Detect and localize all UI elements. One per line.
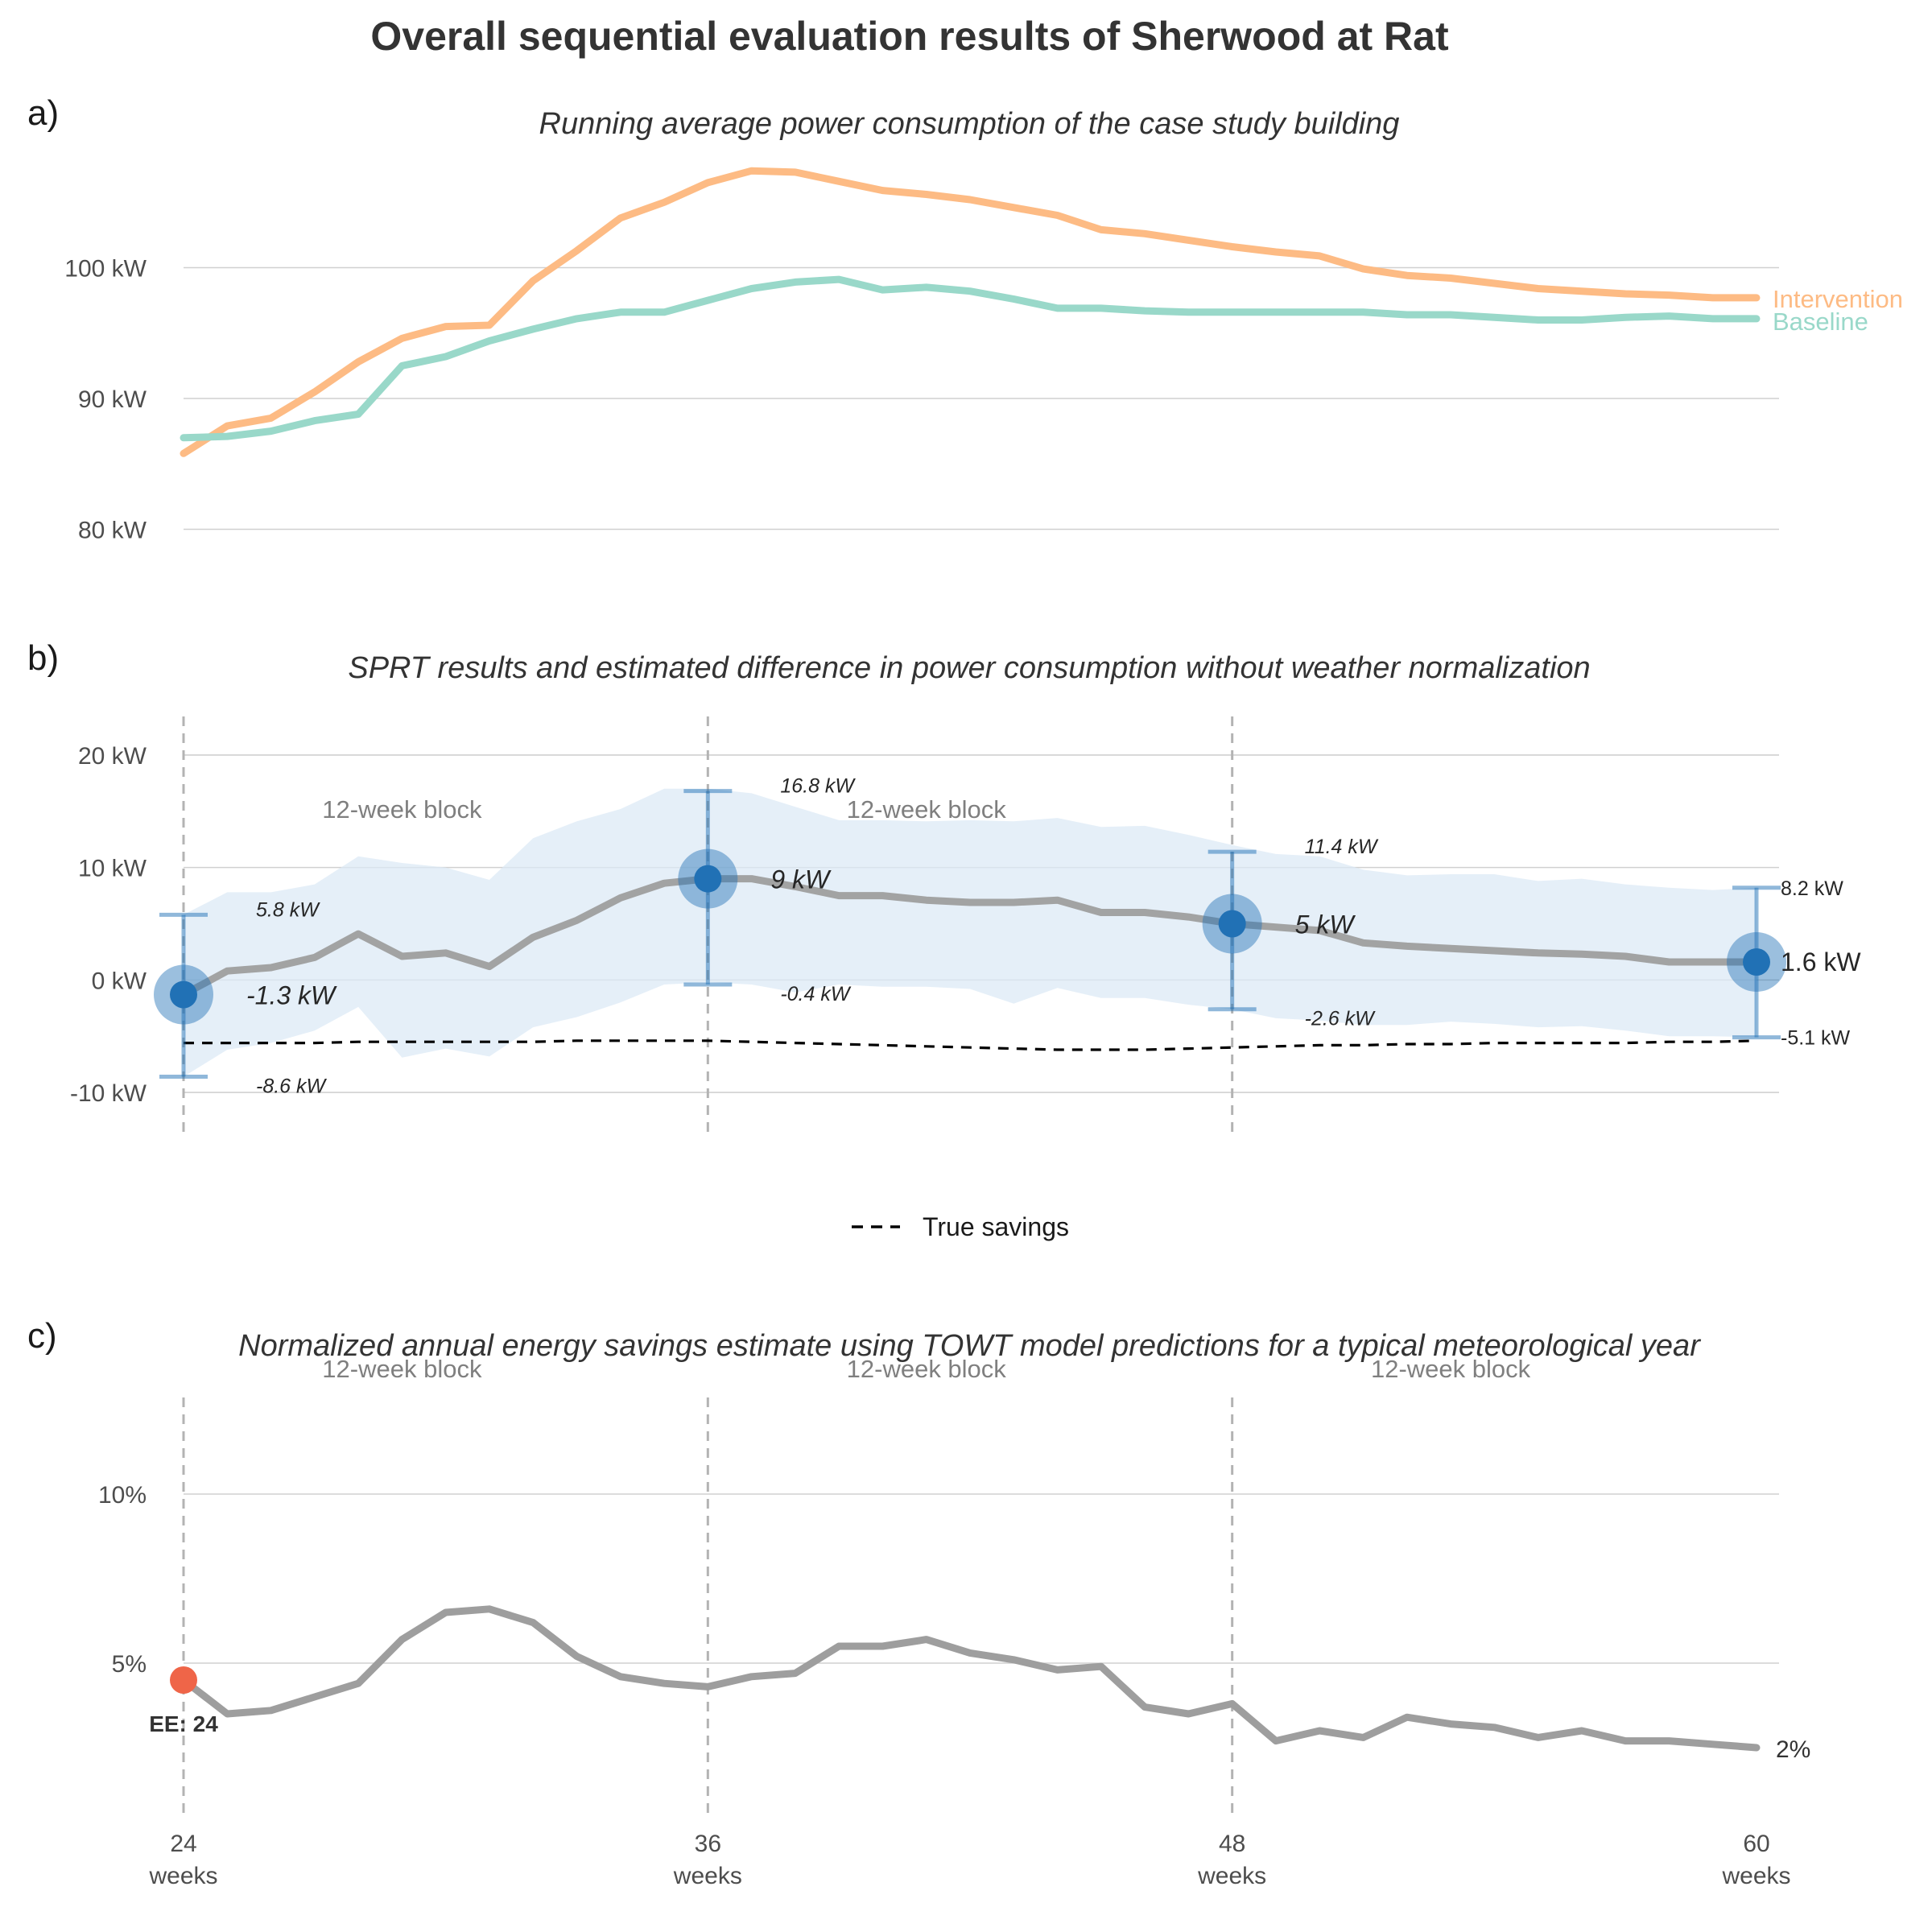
panel-b-confidence-band: [184, 788, 1757, 1077]
block-label: 12-week block: [847, 795, 1007, 824]
y-tick-label: 80 kW: [78, 518, 147, 544]
panel-b-label: b): [27, 638, 59, 678]
ci-lower-label: -2.6 kW: [1305, 1008, 1377, 1030]
ee-label: EE: 24: [149, 1711, 218, 1736]
panel-a-y-ticks: 80 kW 90 kW 100 kW: [64, 256, 147, 544]
panel-c-y-ticks: 5% 10%: [98, 1482, 147, 1678]
estimate-point: [694, 865, 722, 893]
panel-a-series: [180, 167, 1761, 457]
ci-band: [184, 788, 1757, 1077]
panel-a-label: a): [27, 93, 59, 133]
panel-b-estimate: [180, 875, 1761, 998]
y-tick-label: 5%: [112, 1651, 147, 1678]
figure-title: Overall sequential evaluation results of…: [370, 14, 1449, 59]
panel-b-y-ticks: -10 kW 0 kW 10 kW 20 kW: [70, 743, 147, 1107]
ci-upper-label: 11.4 kW: [1305, 836, 1379, 858]
panel-c-subtitle: Normalized annual energy savings estimat…: [238, 1329, 1701, 1363]
panel-b-subtitle: SPRT results and estimated difference in…: [348, 651, 1590, 685]
x-tick-value: 24: [170, 1831, 196, 1857]
block-label: 12-week block: [847, 1355, 1007, 1383]
ci-upper-label: 16.8 kW: [780, 775, 856, 798]
ci-upper-label: 8.2 kW: [1781, 877, 1843, 900]
panel-c-savings-line: [180, 1605, 1761, 1752]
checkpoint-week-24: 5.8 kW -8.6 kW -1.3 kW: [154, 898, 337, 1098]
block-label: 12-week block: [322, 1355, 482, 1383]
series-label-baseline: Baseline: [1773, 308, 1868, 336]
estimate-label: 9 kW: [770, 865, 832, 894]
x-tick-value: 48: [1219, 1831, 1245, 1857]
x-axis-ticks: 24 weeks 36 weeks 48 weeks 60 weeks: [148, 1831, 1790, 1889]
estimate-point: [1743, 948, 1770, 976]
ci-lower-label: -8.6 kW: [256, 1075, 328, 1098]
y-tick-label: -10 kW: [70, 1080, 147, 1107]
legend: True savings: [852, 1212, 1069, 1241]
estimate-label: 5 kW: [1295, 910, 1356, 939]
block-label: 12-week block: [1371, 1355, 1531, 1383]
true-savings-line: [184, 1039, 1757, 1051]
x-tick-unit: weeks: [673, 1863, 742, 1889]
panel-c-label: c): [27, 1316, 57, 1356]
checkpoint-week-48: 11.4 kW -2.6 kW 5 kW: [1202, 836, 1379, 1030]
y-tick-label: 90 kW: [78, 386, 147, 413]
x-tick-unit: weeks: [1197, 1863, 1266, 1889]
y-tick-label: 0 kW: [92, 968, 147, 994]
y-tick-label: 100 kW: [64, 256, 147, 283]
block-label: 12-week block: [322, 795, 482, 824]
panel-c: c) Normalized annual energy savings esti…: [27, 1316, 1810, 1889]
panel-a-series-labels: Intervention Baseline: [1773, 285, 1903, 336]
ee-point: [170, 1666, 197, 1694]
panel-a: a) Running average power consumption of …: [27, 93, 1903, 544]
panel-c-block-lines: [182, 1397, 1234, 1816]
panel-c-gridlines: [184, 1493, 1779, 1664]
estimate-line: [180, 875, 1761, 998]
estimate-point: [1218, 910, 1246, 938]
x-tick-value: 60: [1743, 1831, 1769, 1857]
panel-c-block-labels: 12-week block 12-week block 12-week block: [322, 1355, 1530, 1383]
panel-a-gridlines: [184, 266, 1779, 530]
ci-lower-label: -5.1 kW: [1781, 1027, 1851, 1050]
estimate-label: -1.3 kW: [246, 981, 337, 1010]
savings-line: [180, 1605, 1761, 1752]
checkpoint-week-36: 16.8 kW -0.4 kW 9 kW: [678, 775, 856, 1005]
panel-b-true-savings: [184, 1039, 1757, 1051]
estimate-point: [170, 980, 197, 1009]
x-tick-value: 36: [695, 1831, 721, 1857]
checkpoint-week-60: 8.2 kW -5.1 kW 1.6 kW: [1727, 877, 1861, 1050]
ci-lower-label: -0.4 kW: [780, 983, 852, 1005]
panel-a-subtitle: Running average power consumption of the…: [539, 107, 1400, 141]
panel-b: b) SPRT results and estimated difference…: [27, 638, 1861, 1241]
x-tick-unit: weeks: [148, 1863, 217, 1889]
y-tick-label: 10%: [98, 1482, 147, 1509]
legend-true-savings-label: True savings: [923, 1212, 1069, 1241]
series-label-intervention: Intervention: [1773, 285, 1903, 313]
estimate-label: 1.6 kW: [1781, 947, 1861, 976]
panel-c-ee-marker: EE: 24: [149, 1666, 218, 1736]
y-tick-label: 10 kW: [78, 856, 147, 882]
y-tick-label: 20 kW: [78, 743, 147, 770]
ci-upper-label: 5.8 kW: [256, 898, 320, 921]
x-tick-unit: weeks: [1721, 1863, 1790, 1889]
panel-c-end-label: 2%: [1776, 1736, 1810, 1763]
panel-b-checkpoints: 5.8 kW -8.6 kW -1.3 kW 16.8 kW -0.4 kW 9 kW 11…: [154, 775, 1861, 1098]
series-line-intervention: [180, 167, 1761, 457]
panel-b-block-labels: 12-week block 12-week block: [322, 795, 1006, 824]
series-line-baseline: [180, 275, 1761, 442]
